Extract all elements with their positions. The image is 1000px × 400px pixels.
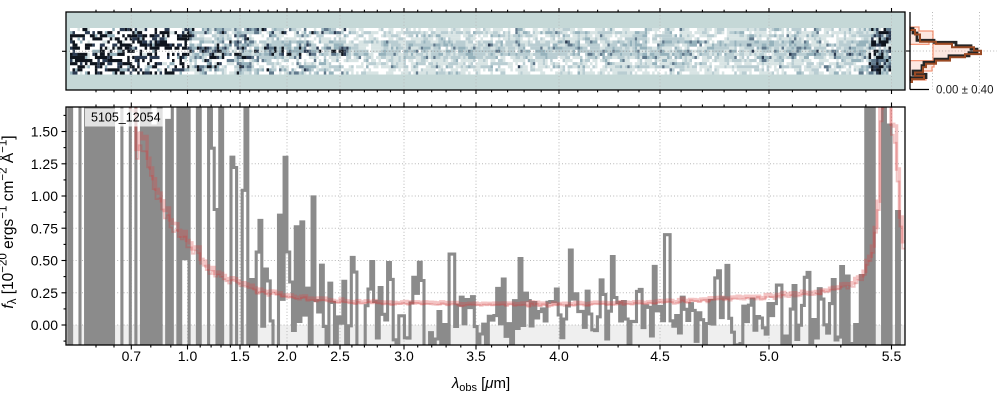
svg-text:λobs [μm]: λobs [μm] [451,375,510,394]
svg-text:fλ [10−20 ergs−1 cm−2 Å−1]: fλ [10−20 ergs−1 cm−2 Å−1] [0,135,19,308]
svg-text:0.00 ± 0.40: 0.00 ± 0.40 [936,85,993,97]
svg-text:1.50: 1.50 [31,124,58,140]
svg-text:3.5: 3.5 [466,348,486,364]
svg-text:1.5: 1.5 [230,348,250,364]
svg-text:5.5: 5.5 [882,348,902,364]
svg-text:0.25: 0.25 [31,285,58,301]
svg-text:1.00: 1.00 [31,188,58,204]
svg-text:4.5: 4.5 [650,348,670,364]
svg-text:2.5: 2.5 [330,348,350,364]
svg-text:2.0: 2.0 [277,348,297,364]
svg-text:0.00: 0.00 [31,317,58,333]
svg-text:3.0: 3.0 [394,348,414,364]
svg-text:1.0: 1.0 [178,348,198,364]
svg-text:0.75: 0.75 [31,220,58,236]
svg-text:0.50: 0.50 [31,253,58,269]
svg-text:5105_12054: 5105_12054 [91,111,161,125]
svg-text:5.0: 5.0 [759,348,779,364]
svg-text:1.25: 1.25 [31,156,58,172]
svg-text:0.7: 0.7 [122,348,142,364]
svg-text:4.0: 4.0 [549,348,569,364]
